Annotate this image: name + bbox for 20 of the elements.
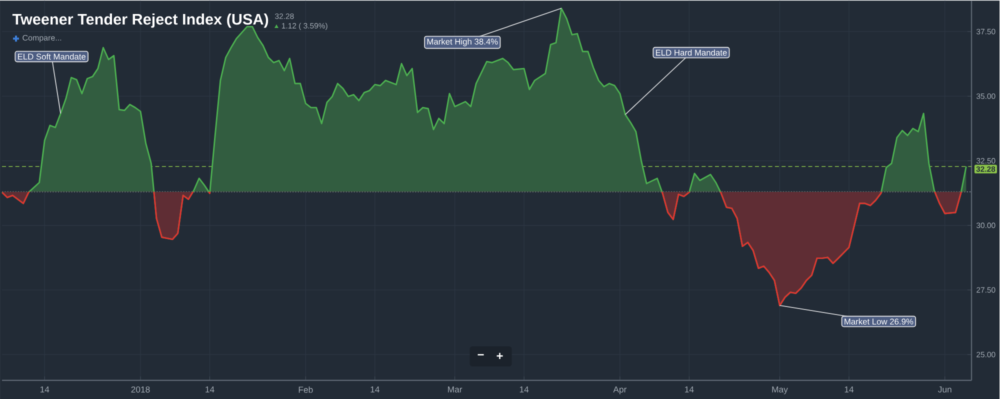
x-tick-label: 2018 [131, 386, 150, 392]
annotation: + [496, 352, 503, 359]
annotation: Market Low 26.9% [844, 318, 914, 324]
x-tick-label: 14 [40, 386, 50, 392]
x-tick-label: Mar [448, 386, 462, 392]
x-tick-label: 14 [206, 386, 214, 392]
x-tick-label: May [772, 386, 788, 394]
x-tick-label: Apr [613, 386, 627, 394]
x-tick-label: 14 [844, 386, 854, 392]
annotation: ELD Soft Mandate [18, 53, 86, 60]
annotation: ELD Hard Mandate [656, 49, 727, 56]
annotation: − [478, 354, 484, 356]
x-tick-label: Feb [298, 386, 313, 393]
x-tick-label: Jun [938, 386, 952, 392]
x-tick-label: 14 [370, 386, 380, 392]
text: Tweener Tender Reject Index (USA) [12, 13, 268, 28]
x-tick-label: 14 [520, 386, 529, 392]
annotation: Market High 38.4% [427, 38, 498, 46]
annotation: Compare... [22, 34, 62, 42]
x-tick-label: 14 [685, 386, 694, 392]
